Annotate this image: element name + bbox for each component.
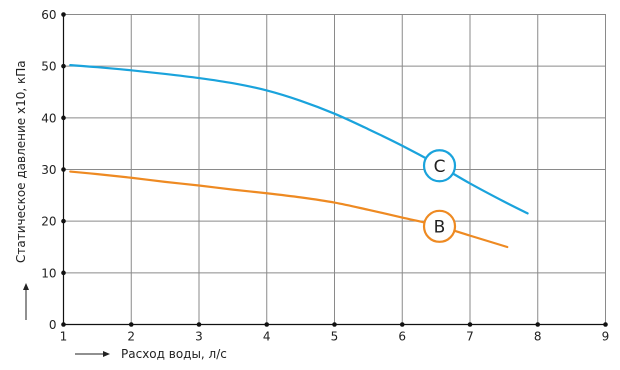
x-tick-dot: [399, 322, 405, 327]
x-tick-label: 9: [602, 330, 610, 344]
series-label-circle-c: [422, 149, 457, 183]
x-axis-title: Расход воды, л/с: [121, 347, 227, 361]
y-axis-arrow-head: [23, 283, 29, 290]
y-axis-ticks: 0 10 20 30 40 50 60: [41, 8, 66, 332]
x-tick-label: 7: [466, 330, 474, 344]
x-tick-label: 4: [263, 330, 271, 344]
y-tick-dot: [61, 115, 66, 121]
series-label-b: B: [434, 217, 446, 237]
y-tick-label: 40: [41, 111, 56, 125]
y-tick-dot: [61, 167, 66, 172]
x-tick-dot: [128, 322, 134, 327]
x-tick-label: 8: [534, 330, 542, 344]
y-axis-title-group: Статическое давление х10, кПа: [14, 60, 29, 320]
series-lines: [69, 64, 529, 249]
x-tick-dot: [467, 322, 473, 327]
x-tick-label: 1: [60, 330, 68, 344]
y-tick-dot: [61, 270, 66, 276]
x-axis-ticks: 1 2 3 4 5 6 7 8 9: [60, 322, 610, 344]
x-tick-label: 2: [127, 330, 135, 344]
y-tick-label: 60: [41, 8, 56, 22]
series-labels: CB: [422, 149, 457, 243]
x-tick-label: 5: [331, 330, 339, 344]
x-tick-label: 6: [398, 330, 406, 344]
y-tick-label: 0: [49, 318, 57, 332]
x-tick-dot: [332, 322, 337, 327]
series-label-circle-b: [422, 209, 457, 243]
y-tick-dot: [61, 322, 66, 327]
series-line-c: [69, 64, 529, 215]
y-tick-dot: [61, 63, 66, 69]
y-tick-label: 20: [41, 215, 56, 229]
x-tick-dot: [196, 322, 202, 327]
x-tick-dot: [535, 322, 541, 327]
x-tick-dot: [264, 322, 270, 327]
y-axis-title: Статическое давление х10, кПа: [14, 60, 28, 263]
y-tick-label: 10: [41, 266, 56, 280]
x-tick-label: 3: [195, 330, 203, 344]
grid: [62, 14, 606, 326]
x-tick-dot: [603, 322, 608, 327]
series-label-c: C: [434, 157, 446, 177]
y-tick-label: 50: [41, 60, 56, 74]
y-tick-label: 30: [41, 163, 56, 177]
x-axis-title-group: Расход воды, л/с: [75, 347, 227, 361]
x-axis-arrow-head: [103, 351, 110, 357]
y-tick-dot: [61, 12, 66, 17]
y-tick-dot: [61, 218, 66, 224]
